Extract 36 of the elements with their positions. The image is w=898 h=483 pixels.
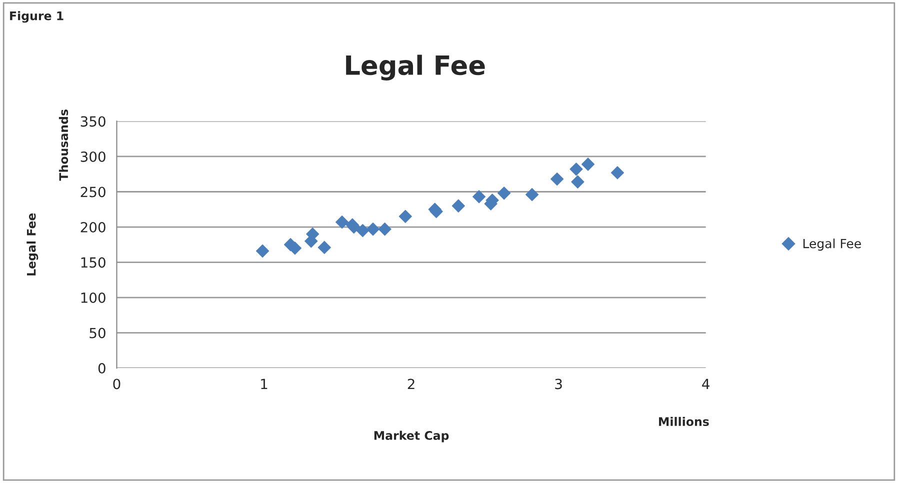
x-axis-title: Market Cap: [374, 430, 449, 442]
y-tick-label: 300: [80, 151, 106, 162]
point: [366, 222, 380, 236]
y-tick-label: 350: [80, 116, 106, 127]
text: Thousands: [58, 110, 68, 181]
y-tick-label: 50: [90, 328, 106, 338]
point: [550, 172, 564, 186]
x-tick-label: 1: [261, 378, 268, 390]
y-tick-label: 100: [81, 292, 106, 303]
point: [525, 188, 539, 202]
point: [398, 210, 412, 223]
point: [378, 222, 392, 236]
point: [336, 216, 349, 229]
text: Millions: [659, 416, 709, 426]
y-axis-title: Legal Fee: [26, 213, 38, 276]
x-tick-label: 3: [555, 378, 562, 390]
y-tick-label: 150: [81, 257, 106, 268]
x-tick-label: 2: [408, 378, 414, 390]
x-tick-label: 4: [702, 378, 710, 390]
point: [498, 186, 511, 200]
y-tick-label: 250: [80, 186, 106, 198]
point: [571, 175, 584, 188]
point: [256, 244, 270, 258]
point: [570, 162, 583, 176]
point: [581, 158, 595, 171]
point: [472, 190, 486, 204]
point: [356, 224, 370, 238]
y-tick-label: 0: [98, 363, 106, 374]
legend-label: Legal Fee: [803, 238, 861, 251]
y-tick-label: 200: [80, 222, 106, 232]
point: [610, 166, 624, 180]
point: [452, 199, 465, 212]
x-tick-label: 0: [113, 378, 120, 390]
chart-title: Legal Fee: [346, 54, 485, 80]
caption: Figure 1: [10, 11, 64, 23]
point: [318, 240, 331, 254]
